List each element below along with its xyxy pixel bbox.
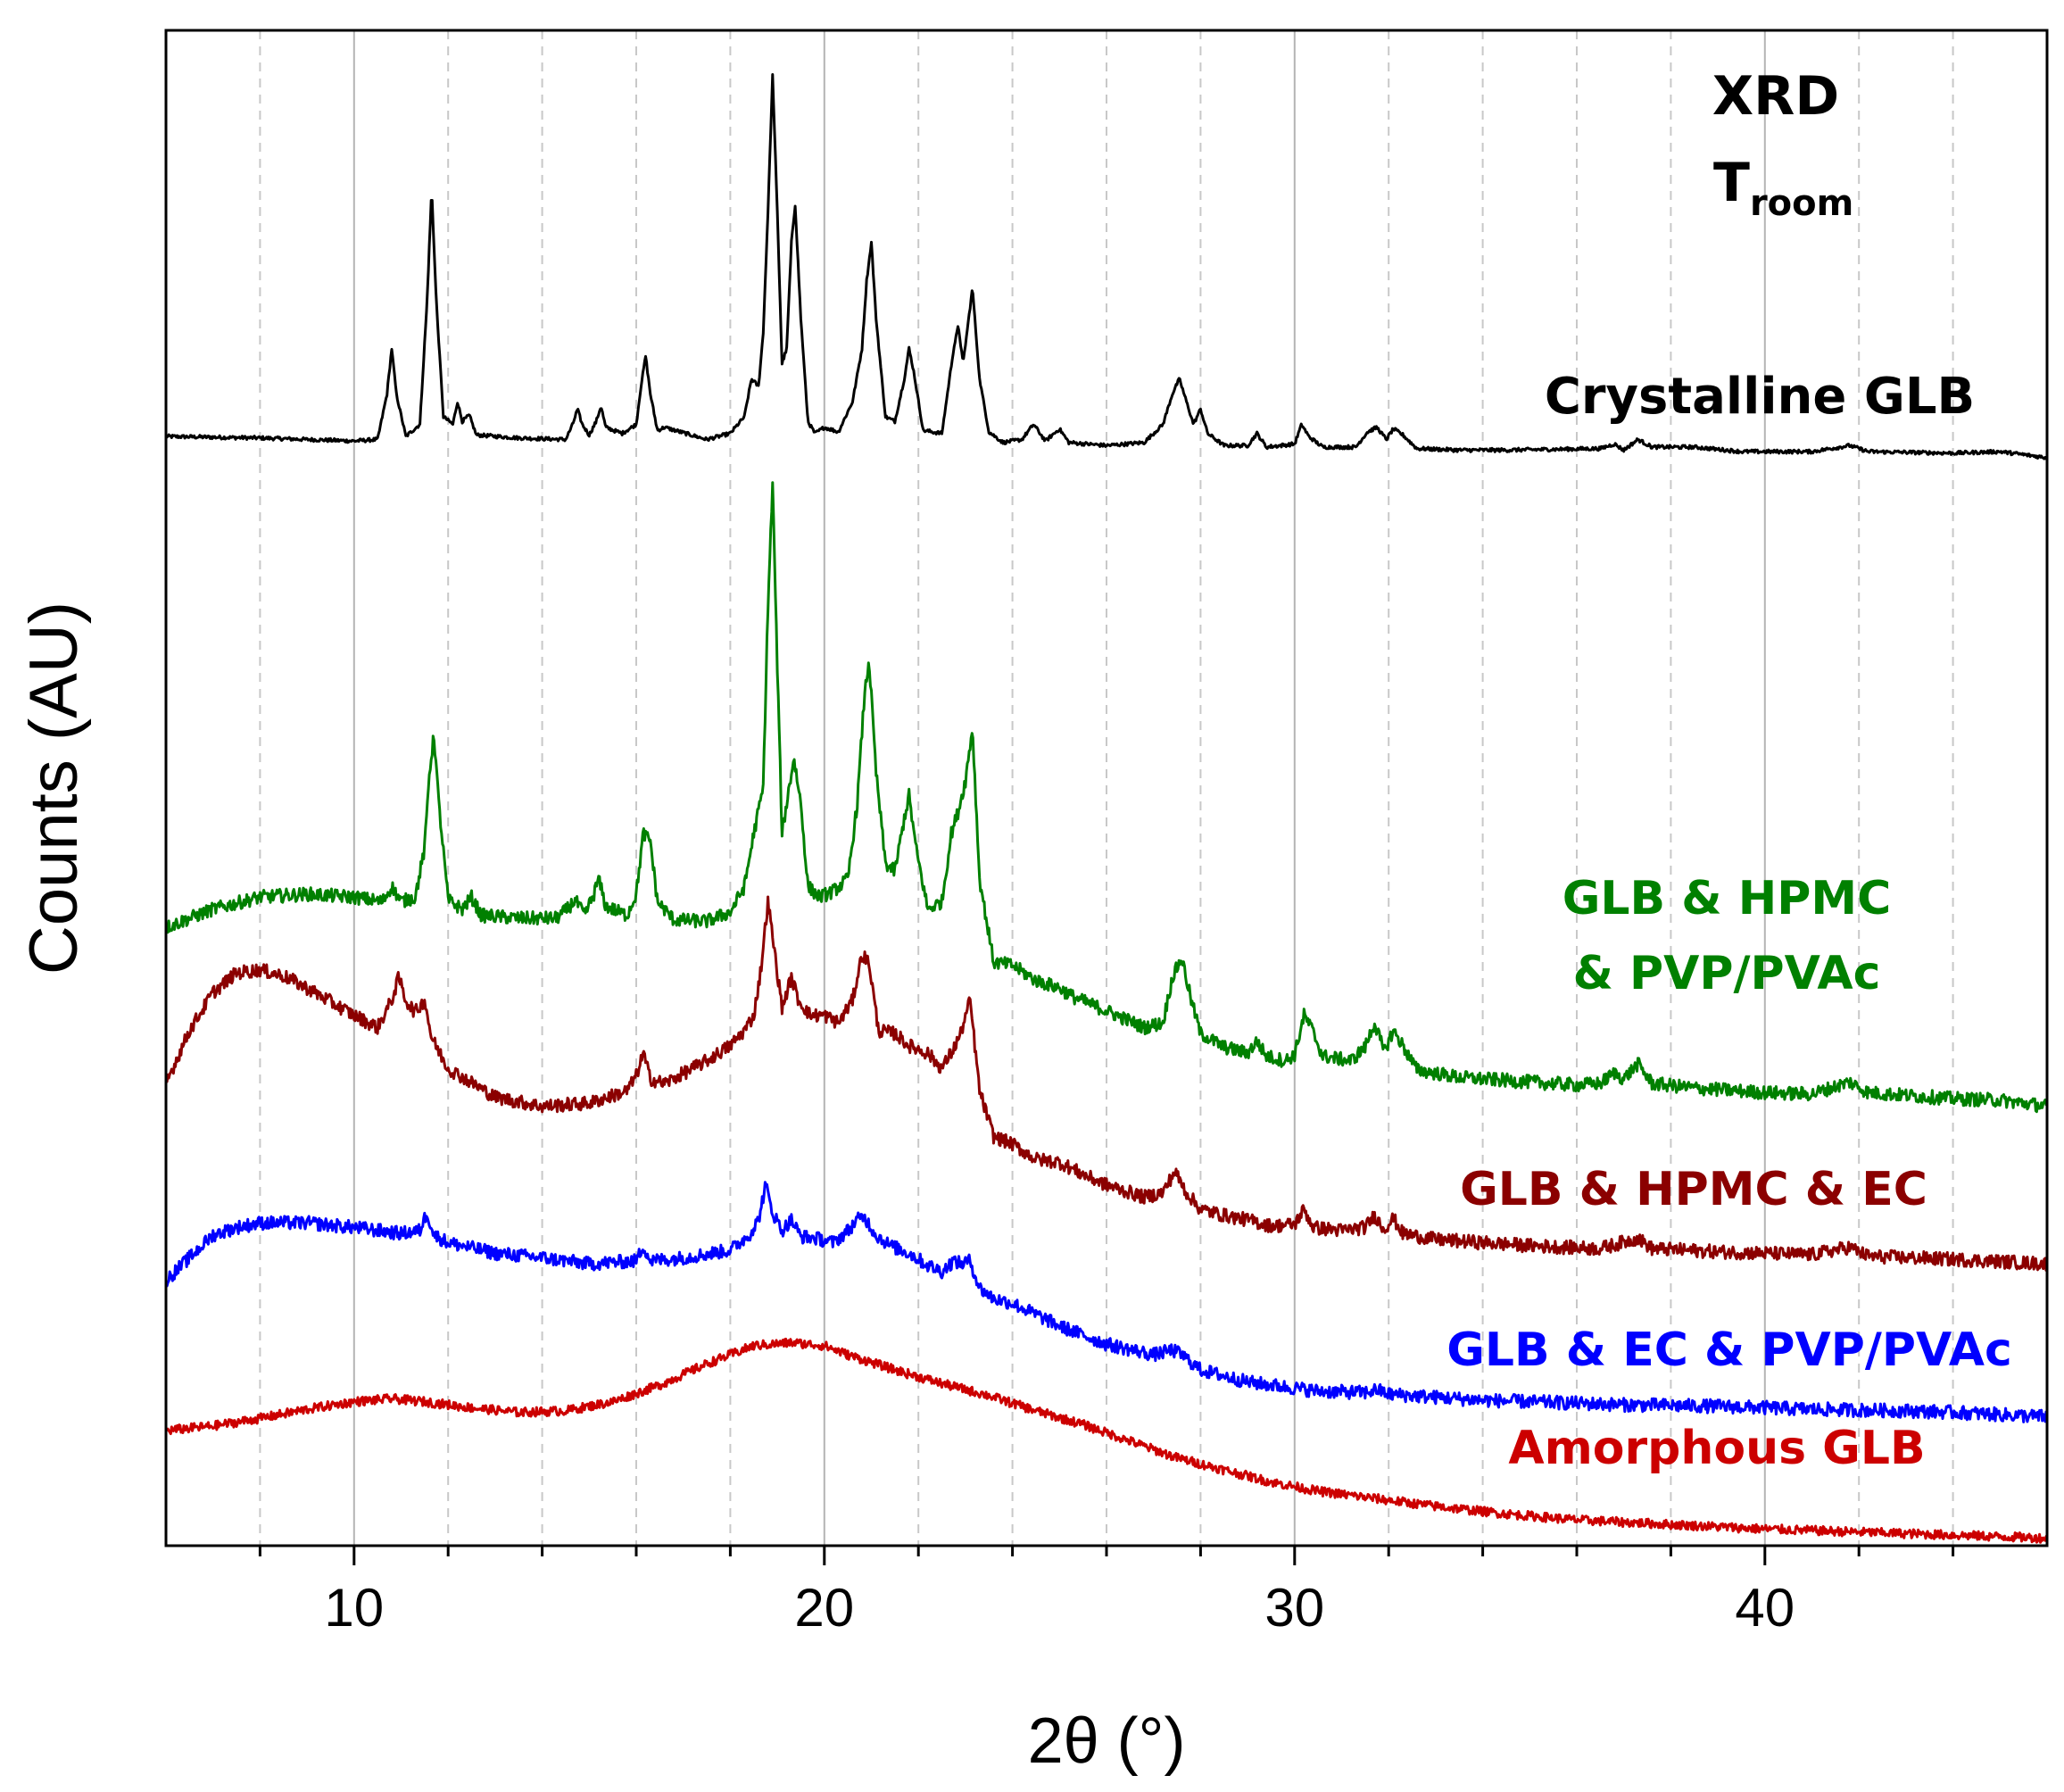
series-2-line	[164, 895, 2049, 1272]
x-tick-label-40: 40	[1735, 1578, 1795, 1638]
x-tick-label-20: 20	[794, 1578, 854, 1638]
series-group	[164, 73, 2049, 1544]
series-0-line	[164, 73, 2049, 460]
series-1-line	[164, 481, 2049, 1114]
x-tick-label-30: 30	[1264, 1578, 1324, 1638]
label-hpmc-pvp-line2: & PVP/PVAc	[1573, 947, 1881, 1000]
label-hpmc-pvp-line1: GLB & HPMC	[1563, 872, 1892, 925]
x-axis: 10 20 30 40	[258, 1546, 1955, 1638]
grid	[259, 30, 1954, 1546]
subtitle-main: T	[1713, 152, 1750, 214]
series-3-line	[164, 1181, 2049, 1423]
y-axis-label: Counts (AU)	[16, 601, 92, 975]
subtitle-sub: room	[1750, 183, 1853, 224]
series-4-line	[164, 1337, 2049, 1544]
x-axis-label: 2θ (°)	[1028, 1705, 1186, 1777]
chart-title: XRD	[1712, 65, 1839, 128]
chart-subtitle: Troom	[1713, 152, 1853, 224]
x-tick-label-10: 10	[324, 1578, 384, 1638]
label-amorphous: Amorphous GLB	[1508, 1422, 1925, 1475]
label-crystalline: Crystalline GLB	[1545, 368, 1975, 426]
label-hpmc-ec: GLB & HPMC & EC	[1460, 1163, 1927, 1216]
label-ec-pvp: GLB & EC & PVP/PVAc	[1446, 1323, 2012, 1377]
